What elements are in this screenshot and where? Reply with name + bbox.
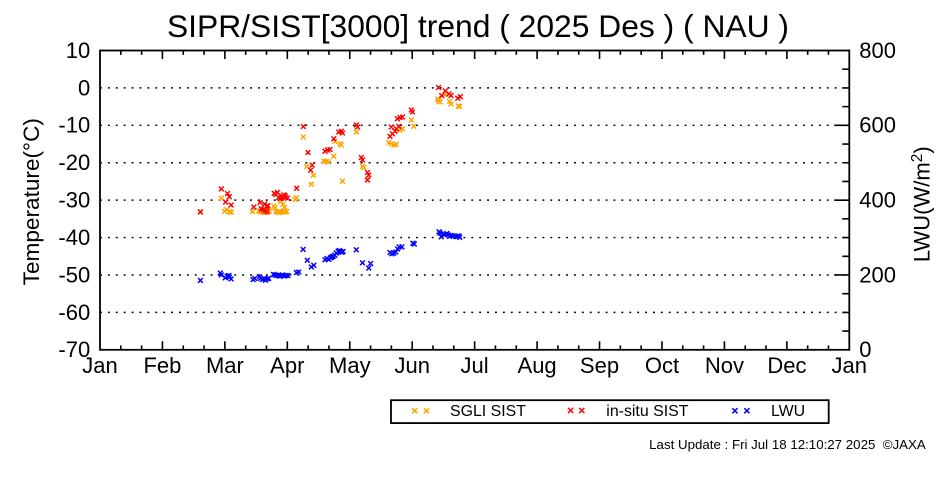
svg-text:-20: -20 [58, 150, 90, 175]
svg-text:-70: -70 [58, 337, 90, 362]
svg-text:600: 600 [859, 113, 896, 138]
svg-text:-10: -10 [58, 113, 90, 138]
svg-text:Nov: Nov [705, 353, 744, 378]
svg-text:Jan: Jan [832, 353, 867, 378]
svg-text:in-situ SIST: in-situ SIST [606, 403, 688, 420]
svg-text:LWU(W/m2): LWU(W/m2) [909, 146, 935, 262]
svg-text:Oct: Oct [645, 353, 679, 378]
svg-text:-40: -40 [58, 225, 90, 250]
svg-text:SGLI SIST: SGLI SIST [450, 403, 526, 420]
svg-text:Dec: Dec [767, 353, 806, 378]
svg-text:Aug: Aug [518, 353, 557, 378]
svg-text:May: May [329, 353, 371, 378]
svg-text:Sep: Sep [580, 353, 619, 378]
svg-text:0: 0 [78, 75, 90, 100]
svg-text:400: 400 [859, 188, 896, 213]
svg-text:800: 800 [859, 38, 896, 63]
svg-text:Temperature(°C): Temperature(°C) [19, 118, 44, 285]
svg-text:Mar: Mar [206, 353, 244, 378]
svg-text:-50: -50 [58, 262, 90, 287]
svg-text:0: 0 [859, 337, 871, 362]
svg-text:10: 10 [66, 38, 90, 63]
svg-text:Jul: Jul [461, 353, 489, 378]
svg-text:-30: -30 [58, 188, 90, 213]
svg-text:Feb: Feb [143, 353, 181, 378]
svg-text:LWU: LWU [771, 403, 805, 420]
svg-text:-60: -60 [58, 300, 90, 325]
svg-text:200: 200 [859, 262, 896, 287]
svg-text:SIPR/SIST[3000] trend ( 2025 D: SIPR/SIST[3000] trend ( 2025 Des ) ( NAU… [167, 8, 789, 44]
svg-text:Jun: Jun [394, 353, 429, 378]
svg-text:Jan: Jan [82, 353, 117, 378]
svg-text:Apr: Apr [270, 353, 304, 378]
svg-text:Last Update : Fri Jul 18 12:10: Last Update : Fri Jul 18 12:10:27 2025 ©… [649, 437, 926, 452]
